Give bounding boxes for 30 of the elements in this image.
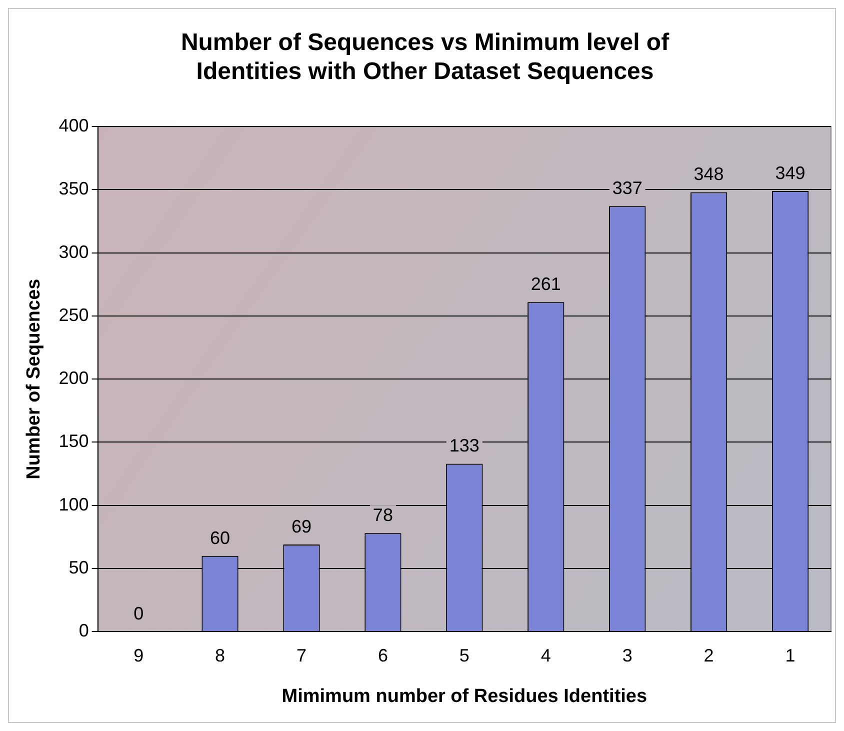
y-tick-label: 0: [78, 620, 89, 641]
x-tick-label: 9: [134, 645, 144, 666]
y-tick-label: 300: [58, 242, 89, 262]
y-tick-label: 50: [68, 557, 89, 578]
x-tick-label: 3: [622, 645, 632, 666]
y-tick-label: 350: [58, 178, 89, 199]
x-tick-label: 8: [215, 645, 226, 666]
chart-title: Number of Sequences vs Minimum level of Identities with Other Dataset Sequences: [180, 29, 670, 85]
x-tick-label: 4: [540, 645, 551, 666]
y-tick-label: 150: [58, 431, 89, 452]
data-label: 337: [612, 178, 642, 198]
data-label: 69: [291, 516, 312, 536]
y-tick-label: 400: [58, 116, 89, 136]
data-label: 348: [694, 164, 724, 184]
x-tick-label: 5: [459, 645, 470, 666]
x-axis-title: Mimimum number of Residues Identities: [282, 686, 648, 707]
x-tick-label: 6: [378, 645, 388, 666]
y-tick-label: 100: [58, 494, 89, 514]
y-axis-title: Number of Sequences: [24, 278, 45, 480]
data-label: 261: [530, 274, 561, 294]
data-label: 78: [372, 505, 393, 526]
y-tick-label: 200: [58, 368, 89, 388]
x-tick-label: 7: [296, 645, 306, 666]
data-label: 60: [210, 528, 230, 548]
data-label: 349: [775, 162, 806, 183]
y-tick-label: 250: [58, 304, 89, 325]
x-tick-label: 2: [704, 645, 714, 666]
x-tick-label: 1: [785, 645, 796, 666]
data-label: 133: [449, 436, 480, 456]
data-label: 0: [134, 604, 144, 624]
